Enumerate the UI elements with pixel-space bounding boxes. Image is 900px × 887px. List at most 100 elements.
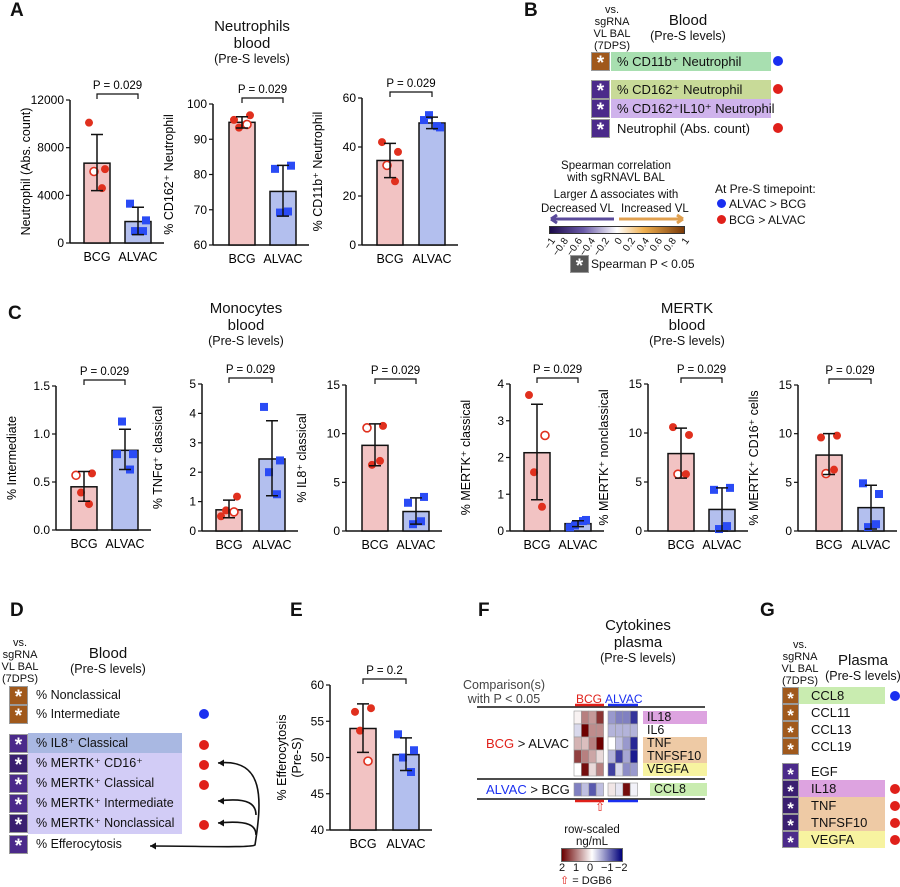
error-bar bbox=[266, 420, 278, 497]
title-line: MERTK bbox=[660, 300, 714, 317]
row-label: % Efferocytosis bbox=[36, 837, 122, 851]
heatmap-cell bbox=[629, 782, 638, 797]
title-line: Monocytes bbox=[209, 300, 283, 317]
vs-line: sgRNA bbox=[594, 16, 630, 28]
heatmap-cell bbox=[622, 736, 631, 751]
data-point bbox=[356, 726, 364, 735]
heatmap-row-label: VEGFA bbox=[643, 763, 707, 776]
data-point bbox=[525, 391, 533, 400]
y-tick-label: 15 bbox=[779, 378, 793, 392]
row-label: CCL19 bbox=[811, 739, 852, 754]
correlation-star: * bbox=[9, 774, 28, 796]
colorbar-tick: 0 bbox=[587, 862, 594, 874]
data-point bbox=[821, 468, 831, 479]
data-point bbox=[284, 207, 292, 216]
spearman-colorbar bbox=[549, 226, 685, 234]
data-point bbox=[379, 421, 387, 430]
y-tick-label: 100 bbox=[187, 97, 207, 111]
x-category-label: ALVAC bbox=[558, 538, 597, 552]
correlation-star: * bbox=[591, 99, 610, 121]
title-line: (Pre-S levels) bbox=[600, 651, 676, 665]
significance-bracket bbox=[828, 378, 872, 384]
arrowhead-icon bbox=[218, 797, 224, 805]
data-point bbox=[538, 502, 546, 511]
panel-g-title: Plasma (Pre-S levels) bbox=[825, 652, 900, 683]
data-point bbox=[425, 111, 433, 120]
x-category-label: ALVAC bbox=[118, 250, 157, 264]
bcg-gt-alvac-legend: BCG > ALVAC bbox=[729, 213, 806, 227]
significance-bracket bbox=[362, 678, 407, 684]
data-point bbox=[260, 402, 268, 411]
y-tick-label: 0 bbox=[189, 524, 196, 538]
y-tick-label: 15 bbox=[327, 378, 341, 392]
data-point bbox=[540, 430, 550, 441]
data-point bbox=[399, 753, 407, 762]
arrowhead-icon bbox=[218, 759, 224, 767]
data-point bbox=[265, 468, 273, 477]
significance-bracket bbox=[241, 97, 284, 103]
colorbar-tick: −1 bbox=[601, 862, 614, 874]
data-point bbox=[89, 166, 99, 177]
correlation-star: * bbox=[782, 814, 799, 835]
row-label: IL18 bbox=[799, 780, 885, 797]
y-axis-label-2: (Pre-S) bbox=[290, 737, 304, 777]
y-axis-label: % MERTK⁺ nonclassical bbox=[597, 389, 611, 525]
row-label: % Intermediate bbox=[36, 707, 121, 721]
arrowhead-icon bbox=[218, 819, 224, 827]
red-dot-icon bbox=[890, 835, 900, 845]
data-point bbox=[417, 517, 425, 526]
title-line: Cytokines bbox=[605, 617, 671, 634]
y-axis-label: % Intermediate bbox=[5, 416, 19, 500]
subtitle: (Pre-S levels) bbox=[650, 29, 726, 43]
data-point bbox=[271, 164, 279, 173]
legend-line: Spearman correlation bbox=[561, 160, 671, 172]
data-point bbox=[139, 227, 147, 236]
title-line: Neutrophils bbox=[214, 18, 290, 35]
significance-bracket bbox=[228, 377, 273, 383]
p-value-label: P = 0.029 bbox=[93, 80, 142, 92]
y-tick-label: 1 bbox=[189, 495, 196, 509]
x-category-label: ALVAC bbox=[252, 538, 291, 552]
dgb6-legend: ⇧ = DGB6 bbox=[560, 875, 612, 887]
x-category-label: BCG bbox=[361, 538, 388, 552]
heatmap-cell bbox=[622, 762, 631, 777]
heatmap-cell bbox=[615, 723, 624, 738]
data-point bbox=[230, 115, 238, 124]
x-category-label: ALVAC bbox=[386, 837, 425, 851]
error-bar bbox=[91, 133, 103, 192]
data-point bbox=[367, 704, 375, 713]
error-bar bbox=[572, 519, 584, 528]
vs-header-d: vs. sgRNA VL BAL (7DPS) bbox=[2, 637, 39, 685]
row-label: Neutrophil (Abs. count) bbox=[617, 121, 750, 136]
error-bar bbox=[119, 428, 131, 471]
heatmap-cell bbox=[607, 762, 616, 777]
data-point bbox=[394, 147, 402, 156]
heatmap-cell bbox=[588, 749, 597, 764]
red-dot-icon bbox=[773, 84, 783, 94]
heatmap-cell bbox=[607, 723, 616, 738]
title-line: blood bbox=[668, 317, 706, 334]
heatmap-cell bbox=[622, 723, 631, 738]
significance-bracket bbox=[96, 93, 139, 99]
y-tick-label: 10 bbox=[779, 427, 793, 441]
data-point bbox=[404, 498, 412, 507]
row-label: TNF bbox=[799, 797, 885, 814]
data-point bbox=[391, 177, 399, 186]
scale-title-line: ng/mL bbox=[576, 836, 608, 848]
y-tick-label: 10 bbox=[327, 427, 341, 441]
correlation-star: * bbox=[782, 763, 799, 784]
y-axis-label: % MERTK⁺ CD16⁺ cells bbox=[747, 390, 761, 525]
heatmap-cell bbox=[629, 762, 638, 777]
data-point bbox=[222, 506, 230, 515]
x-category-label: BCG bbox=[215, 538, 242, 552]
error-bar bbox=[78, 470, 90, 502]
bar-chart-C4: 0 1 2 3 4 % MERTK⁺ classical BCG ALVAC P = 0.029 bbox=[459, 364, 604, 552]
row-label: % CD162⁺IL10⁺ Neutrophil bbox=[611, 99, 775, 118]
y-tick-label: 2 bbox=[497, 451, 504, 465]
y-tick-label: 0 bbox=[497, 524, 504, 538]
y-axis-label: % IL8⁺ classical bbox=[295, 413, 309, 502]
cytokines-title: Cytokines plasma (Pre-S levels) bbox=[600, 617, 676, 665]
x-category-label: BCG bbox=[83, 250, 110, 264]
panel-label-b: B bbox=[524, 0, 538, 21]
data-point bbox=[233, 492, 241, 501]
